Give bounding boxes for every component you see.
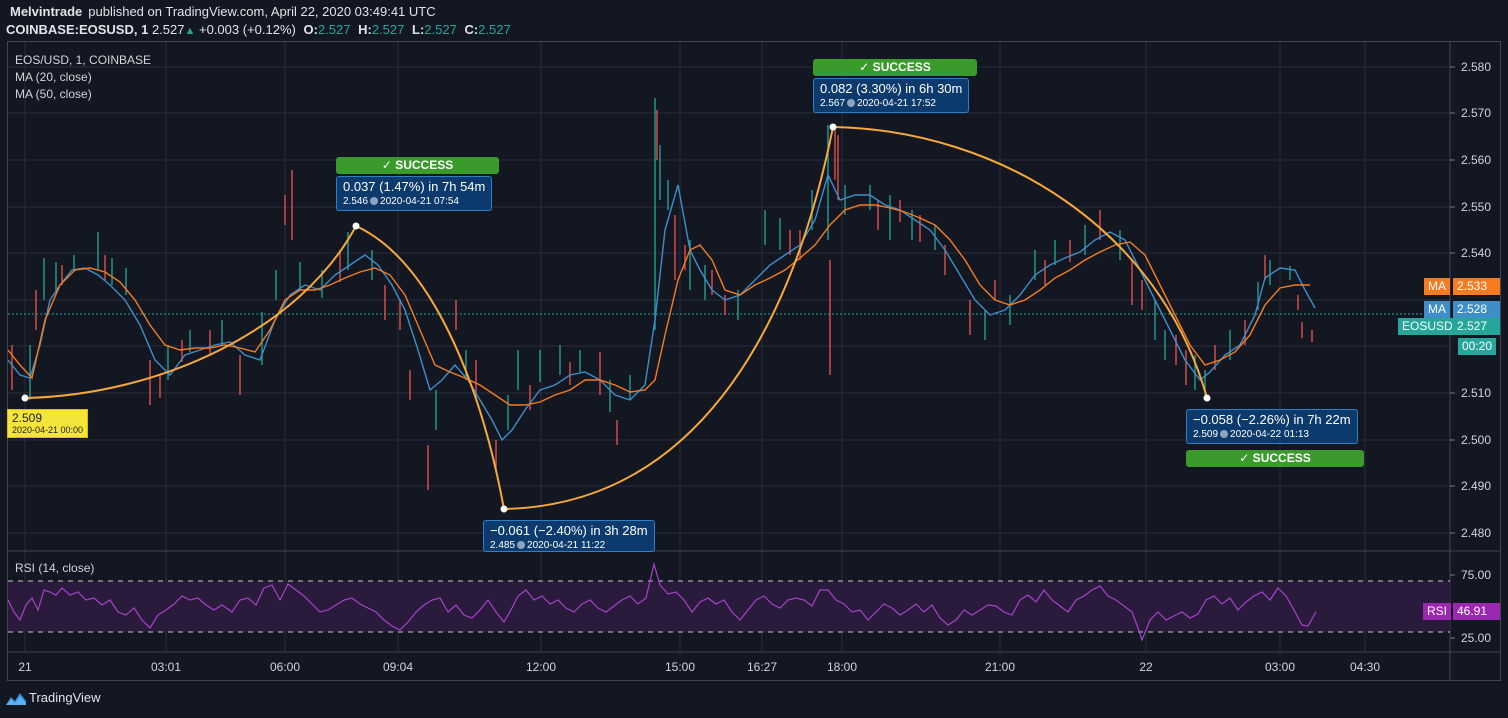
ma20-line bbox=[8, 173, 1316, 442]
tradingview-logo[interactable]: TradingView bbox=[6, 690, 101, 705]
ma20-legend[interactable]: MA (20, close) bbox=[15, 70, 92, 84]
clock-icon bbox=[1220, 430, 1229, 438]
projection-date: 2020-04-21 11:22 bbox=[527, 540, 606, 551]
series-legend[interactable]: EOS/USD, 1, COINBASE bbox=[15, 53, 152, 67]
time-grid bbox=[24, 42, 1366, 652]
ma50-tag-value: 2.533 bbox=[1453, 278, 1500, 295]
price-change: +0.003 (+0.12%) bbox=[199, 22, 296, 37]
price-tick: 2.560 bbox=[1461, 153, 1492, 167]
chart-frame bbox=[7, 41, 1501, 681]
projection-label-2[interactable]: −0.061 (−2.40%) in 3h 28m 2.485 2020-04-2… bbox=[483, 520, 655, 552]
low-label: L: bbox=[412, 22, 425, 37]
time-tick: 21:00 bbox=[984, 660, 1016, 674]
time-tick: 03:01 bbox=[150, 660, 182, 674]
projection-arcs bbox=[24, 126, 1208, 510]
projection-points bbox=[21, 123, 1211, 513]
success-badge: ✓ SUCCESS bbox=[813, 59, 977, 76]
time-tick: 06:00 bbox=[269, 660, 301, 674]
open-label: O: bbox=[303, 22, 318, 37]
time-tick: 12:00 bbox=[525, 660, 557, 674]
ma50-line bbox=[8, 204, 1310, 406]
projection-arc-4 bbox=[832, 126, 1208, 399]
time-tick: 09:04 bbox=[382, 660, 414, 674]
time-tick: 03:00 bbox=[1264, 660, 1296, 674]
close-value: 2.527 bbox=[478, 22, 511, 37]
projection-label-3[interactable]: 0.082 (3.30%) in 6h 30m 2.567 2020-04-21 … bbox=[813, 78, 970, 113]
moving-averages bbox=[8, 173, 1316, 442]
start-date: 2020-04-21 00:00 bbox=[12, 425, 84, 435]
start-point-label[interactable]: 2.509 2020-04-21 00:00 bbox=[7, 409, 89, 438]
success-badge: ✓ SUCCESS bbox=[336, 157, 499, 174]
open-value: 2.527 bbox=[317, 22, 351, 37]
time-tick: 04:30 bbox=[1349, 660, 1381, 674]
price-tick: 2.580 bbox=[1461, 60, 1492, 74]
clock-icon bbox=[847, 99, 856, 107]
close-label: C: bbox=[464, 22, 479, 37]
time-tick: 18:00 bbox=[826, 660, 858, 674]
price-tick: 2.510 bbox=[1461, 386, 1492, 400]
up-arrow-icon: ▲ bbox=[184, 25, 196, 37]
tradingview-logo-text: TradingView bbox=[29, 690, 101, 705]
clock-icon bbox=[370, 197, 379, 205]
success-badge: ✓ SUCCESS bbox=[1186, 450, 1364, 467]
projection-arc-2 bbox=[355, 225, 505, 510]
projection-label-1[interactable]: 0.037 (1.47%) in 7h 54m 2.546 2020-04-21 … bbox=[336, 176, 493, 211]
projection-change: −0.058 (−2.26%) in 7h 22m bbox=[1193, 412, 1351, 427]
symbol-header: COINBASE:EOSUSD, 1 2.527▲ +0.003 (+0.12%… bbox=[6, 22, 511, 37]
projection-change: 0.037 (1.47%) in 7h 54m bbox=[343, 179, 486, 194]
ma20-tag-value: 2.528 bbox=[1453, 301, 1500, 318]
projection-date: 2020-04-22 01:13 bbox=[1230, 429, 1309, 440]
high-label: H: bbox=[358, 22, 372, 37]
projection-price: 2.509 bbox=[1193, 429, 1219, 440]
ma20-tag-label: MA bbox=[1424, 301, 1450, 318]
projection-price: 2.485 bbox=[490, 540, 516, 551]
price-tick: 2.500 bbox=[1461, 433, 1492, 447]
last-price-tag-value: 2.527 bbox=[1453, 318, 1500, 335]
last-price: 2.527 bbox=[151, 22, 185, 37]
projection-price: 2.567 bbox=[820, 98, 846, 109]
price-tick: 2.570 bbox=[1461, 106, 1492, 120]
rsi-legend[interactable]: RSI (14, close) bbox=[15, 561, 95, 575]
publish-header: Melvintrade published on TradingView.com,… bbox=[10, 4, 436, 19]
price-tick: 2.550 bbox=[1461, 200, 1492, 214]
candles bbox=[11, 98, 1313, 490]
symbol-name: COINBASE:EOSUSD, 1 bbox=[6, 22, 149, 37]
ma50-legend[interactable]: MA (50, close) bbox=[15, 87, 92, 101]
price-grid bbox=[8, 66, 1450, 607]
projection-date: 2020-04-21 07:54 bbox=[380, 196, 459, 207]
start-price: 2.509 bbox=[12, 411, 43, 425]
rsi-tag-label: RSI bbox=[1423, 603, 1452, 620]
high-value: 2.527 bbox=[371, 22, 405, 37]
bar-countdown: 00:20 bbox=[1458, 338, 1497, 355]
projection-price: 2.546 bbox=[343, 196, 369, 207]
price-tick: 2.480 bbox=[1461, 526, 1492, 540]
projection-arc-3 bbox=[503, 126, 834, 510]
time-tick: 16:27 bbox=[746, 660, 778, 674]
projection-change: −0.061 (−2.40%) in 3h 28m bbox=[490, 523, 648, 538]
low-value: 2.527 bbox=[424, 22, 457, 37]
price-tick: 2.490 bbox=[1461, 479, 1492, 493]
time-tick: 21 bbox=[18, 660, 32, 674]
projection-date: 2020-04-21 17:52 bbox=[857, 98, 936, 109]
projection-change: 0.082 (3.30%) in 6h 30m bbox=[820, 81, 963, 96]
author-name: Melvintrade bbox=[10, 4, 83, 19]
rsi-tick: 25.00 bbox=[1461, 631, 1492, 645]
projection-label-4[interactable]: −0.058 (−2.26%) in 7h 22m 2.509 2020-04-2… bbox=[1186, 409, 1358, 444]
price-axis-ticks bbox=[1450, 66, 1455, 639]
rsi-tick: 75.00 bbox=[1461, 568, 1492, 582]
rsi-line bbox=[8, 561, 1317, 642]
price-tick: 2.540 bbox=[1461, 246, 1492, 260]
clock-icon bbox=[517, 541, 526, 549]
publish-info: published on TradingView.com, April 22, … bbox=[88, 4, 436, 19]
projection-arc-1 bbox=[24, 225, 357, 399]
time-tick: 15:00 bbox=[664, 660, 696, 674]
last-price-tag-label: EOSUSD bbox=[1398, 318, 1457, 335]
ma50-tag-label: MA bbox=[1424, 278, 1450, 295]
time-tick: 22 bbox=[1139, 660, 1153, 674]
tradingview-logo-icon bbox=[6, 692, 26, 705]
rsi-tag-value: 46.91 bbox=[1453, 603, 1500, 620]
